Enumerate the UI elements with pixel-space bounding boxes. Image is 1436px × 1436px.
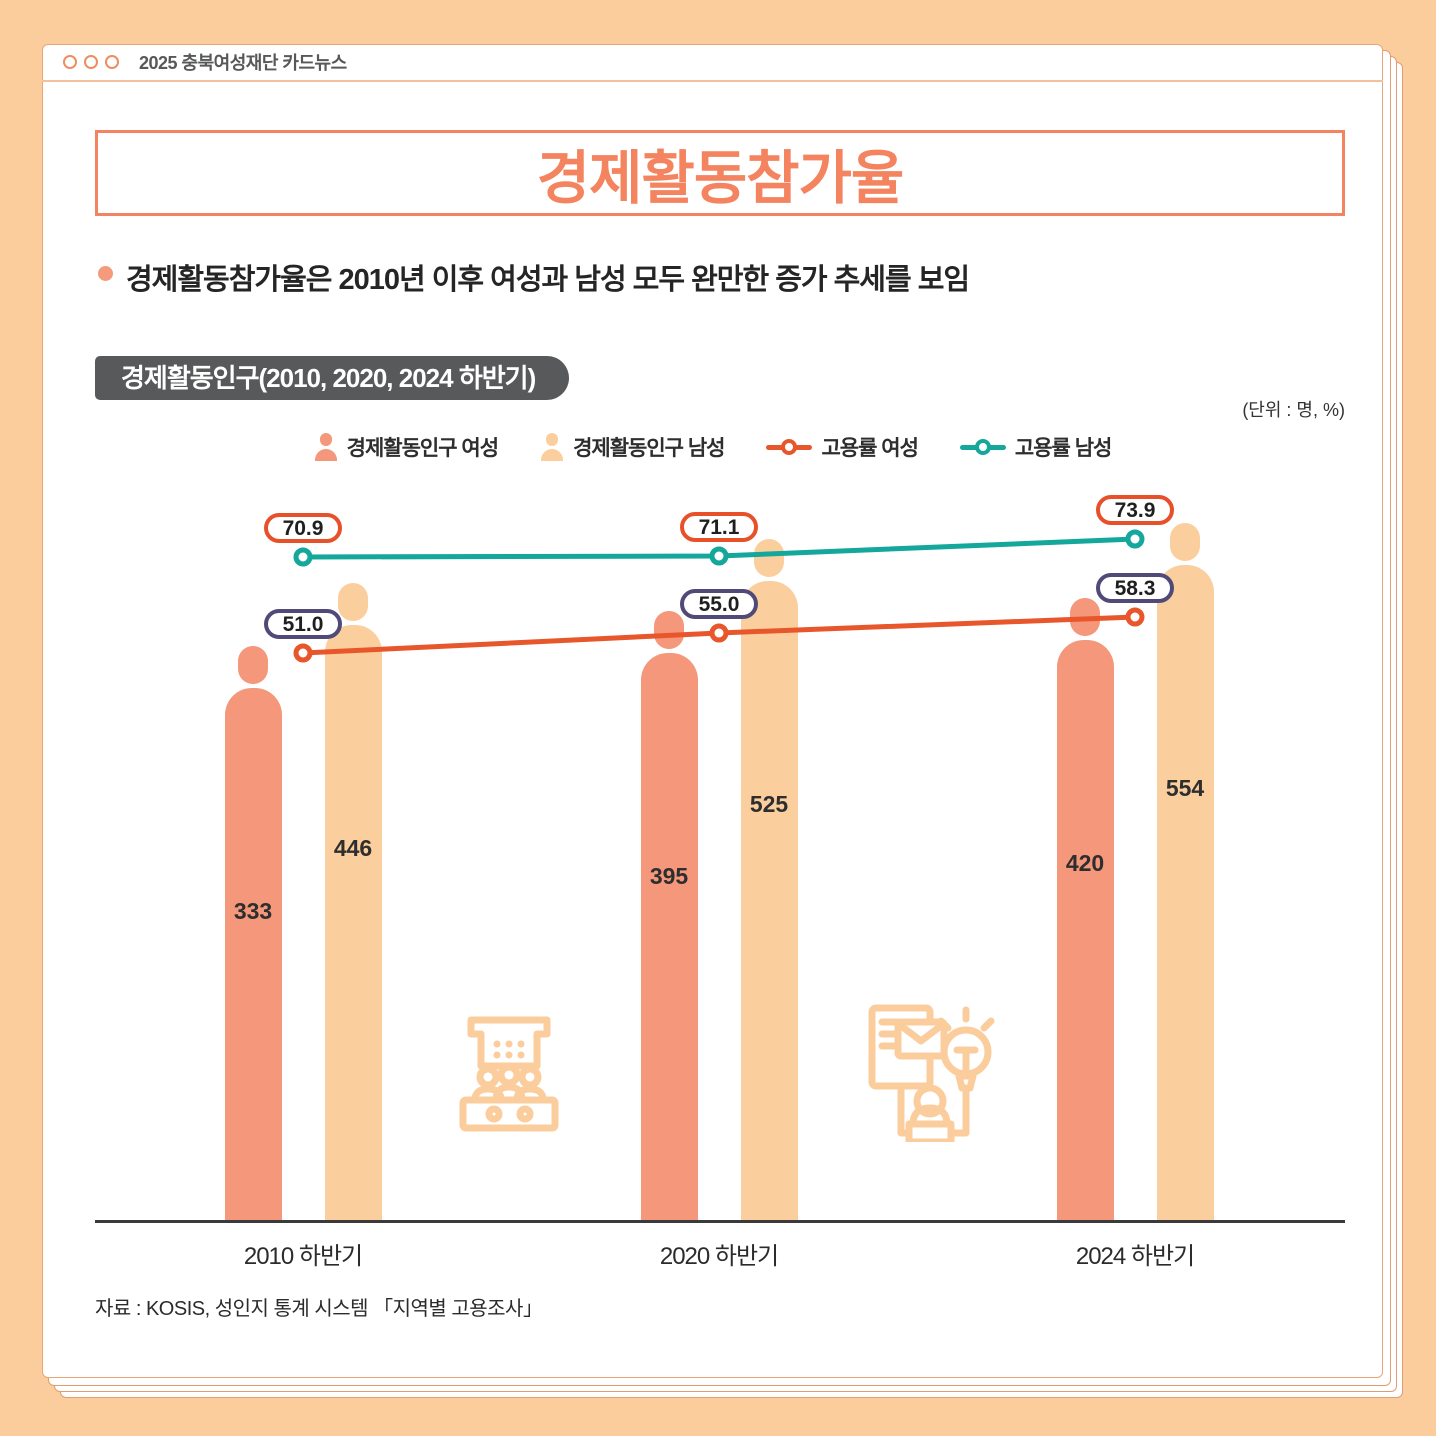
female-bar-value-label: 333: [233, 897, 273, 924]
person-icon: [540, 433, 564, 461]
female-population-bar: [1056, 639, 1114, 1220]
x-axis-label: 2024 하반기: [1075, 1243, 1195, 1270]
female-population-bar: [224, 687, 282, 1220]
female-rate-value-label: 51.0: [264, 609, 342, 639]
male-rate-value-label: 73.9: [1096, 495, 1174, 525]
legend-label: 고용률 남성: [1014, 437, 1112, 460]
person-icon: [314, 433, 338, 461]
male-rate-value-label: 70.9: [264, 513, 342, 543]
chart-legend: 경제활동인구 여성 경제활동인구 남성 고용률 여성 고용률 남성: [42, 432, 1383, 462]
female-bar-head: [654, 611, 684, 650]
legend-item-women-rate: 고용률 여성: [766, 432, 919, 462]
male-bar-value-label: 554: [1165, 774, 1205, 801]
card-header: 2025 충북여성재단 카드뉴스: [42, 44, 1383, 82]
female-bar-value-label: 395: [649, 863, 689, 890]
window-dot-icon: [63, 55, 77, 69]
legend-label: 고용률 여성: [821, 437, 918, 460]
legend-label: 경제활동인구 여성: [346, 437, 499, 460]
x-axis-line: [95, 1220, 1345, 1223]
female-population-bar: [640, 653, 698, 1220]
window-dot-icon: [105, 55, 119, 69]
male-bar-head: [754, 539, 784, 578]
male-bar-head: [1170, 522, 1200, 561]
line-marker-icon: [766, 439, 813, 455]
female-rate-line: [302, 614, 1136, 656]
female-bar-value-label: 420: [1065, 849, 1105, 876]
header-title: 2025 충북여성재단 카드뉴스: [139, 53, 347, 73]
rate-point-marker: [709, 546, 729, 566]
rate-point-marker: [293, 643, 313, 663]
communication-idea-icon: [868, 1004, 995, 1142]
legend-item-men-population: 경제활동인구 남성: [540, 432, 725, 462]
male-bar-value-label: 446: [333, 835, 373, 862]
unit-note: (단위 : 명, %): [1242, 400, 1345, 420]
male-population-bar: [740, 581, 798, 1220]
male-population-bar: [1156, 564, 1214, 1220]
summary-text: 경제활동참가율은 2010년 이후 여성과 남성 모두 완만한 증가 추세를 보…: [126, 264, 970, 296]
female-rate-value-label: 58.3: [1096, 573, 1174, 603]
title-box: 경제활동참가율: [95, 130, 1345, 216]
x-axis-label: 2010 하반기: [243, 1243, 363, 1270]
line-marker-icon: [959, 439, 1006, 455]
rate-point-marker: [709, 623, 729, 643]
chart-title-badge: 경제활동인구(2010, 2020, 2024 하반기): [95, 356, 570, 400]
female-bar-head: [238, 645, 268, 684]
page-title: 경제활동참가율: [536, 146, 905, 211]
x-axis-label: 2020 하반기: [659, 1243, 779, 1270]
male-bar-head: [338, 583, 368, 622]
legend-label: 경제활동인구 남성: [573, 437, 725, 460]
male-population-bar: [324, 625, 382, 1220]
rate-point-marker: [1125, 529, 1145, 549]
female-rate-value-label: 55.0: [680, 589, 758, 619]
summary-bullet: 경제활동참가율은 2010년 이후 여성과 남성 모두 완만한 증가 추세를 보…: [98, 256, 970, 298]
male-rate-value-label: 71.1: [680, 512, 758, 542]
bullet-dot-icon: [98, 266, 113, 281]
source-note: 자료 : KOSIS, 성인지 통계 시스템 「지역별 고용조사」: [95, 1298, 543, 1320]
legend-item-men-rate: 고용률 남성: [959, 432, 1112, 462]
rate-point-marker: [1125, 607, 1145, 627]
legend-item-women-population: 경제활동인구 여성: [314, 432, 499, 462]
female-bar-head: [1070, 597, 1100, 636]
conference-icon: [459, 1016, 559, 1132]
window-dot-icon: [84, 55, 98, 69]
rate-point-marker: [293, 547, 313, 567]
male-bar-value-label: 525: [749, 791, 789, 818]
